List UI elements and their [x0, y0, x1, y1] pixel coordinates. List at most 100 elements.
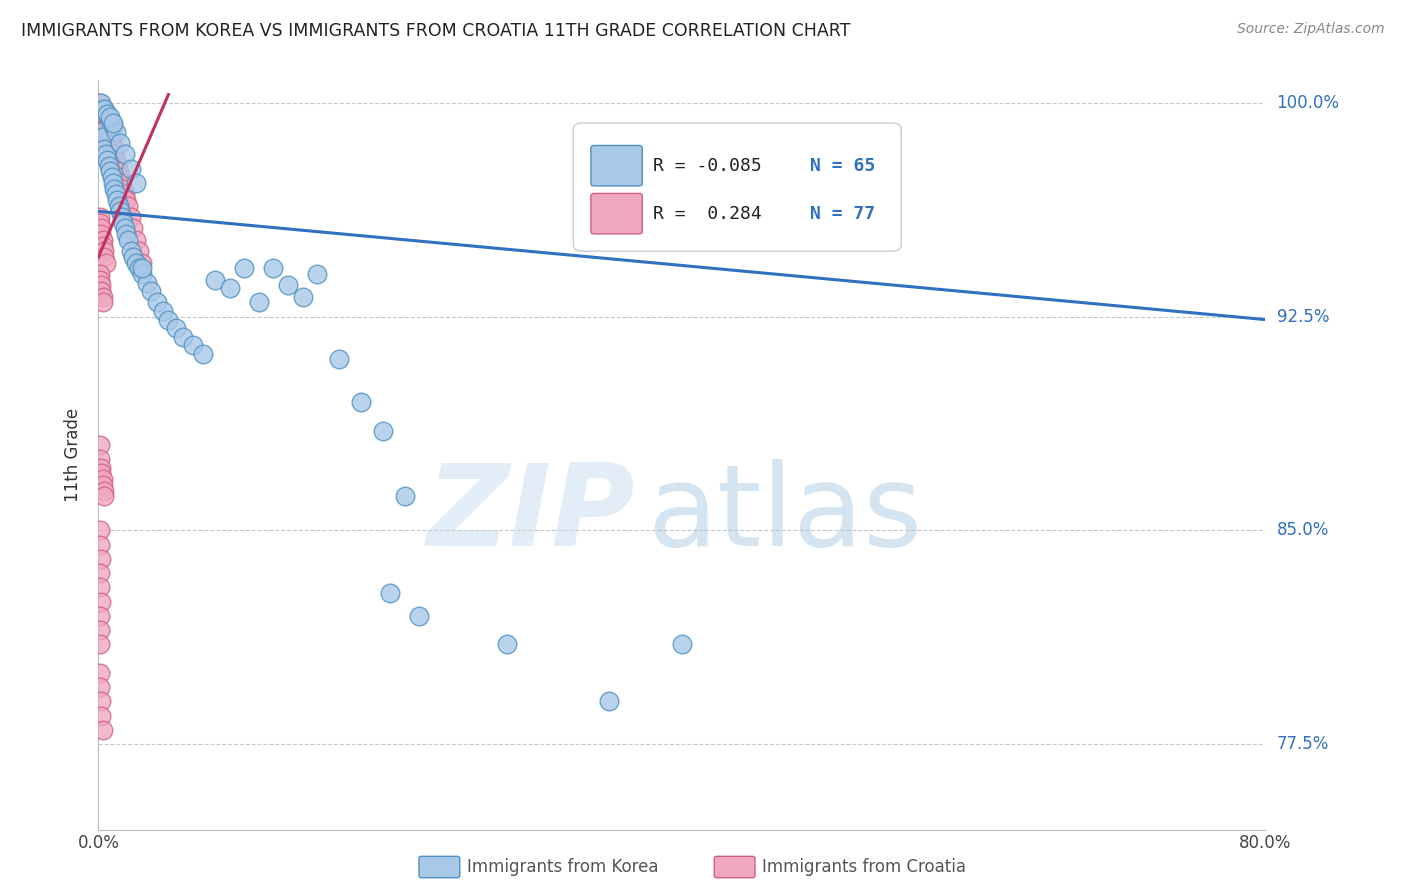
Point — [89, 665, 111, 680]
FancyBboxPatch shape — [574, 123, 901, 252]
Point — [96, 153, 118, 167]
Point — [120, 161, 142, 176]
Point — [105, 159, 128, 173]
FancyBboxPatch shape — [714, 856, 755, 878]
Point — [671, 637, 693, 651]
Point — [90, 460, 112, 475]
Point — [152, 304, 174, 318]
Point — [98, 136, 121, 150]
Point — [101, 116, 124, 130]
Point — [110, 204, 132, 219]
Point — [93, 119, 115, 133]
Point — [104, 153, 127, 167]
Point — [93, 142, 115, 156]
Point — [90, 113, 112, 128]
Text: 77.5%: 77.5% — [1277, 735, 1329, 753]
Point — [108, 164, 131, 178]
Point — [89, 581, 111, 595]
Point — [380, 586, 402, 600]
Point — [122, 250, 145, 264]
Point — [91, 102, 114, 116]
Point — [91, 472, 114, 486]
Point — [112, 181, 135, 195]
Point — [90, 284, 112, 298]
Point — [104, 124, 127, 138]
Text: Immigrants from Croatia: Immigrants from Croatia — [762, 858, 966, 876]
Point — [93, 102, 115, 116]
Point — [291, 290, 314, 304]
Point — [328, 352, 350, 367]
Point — [90, 107, 112, 121]
Point — [117, 233, 139, 247]
Point — [108, 199, 131, 213]
Point — [247, 295, 270, 310]
Point — [100, 136, 122, 150]
Point — [89, 452, 111, 467]
FancyBboxPatch shape — [591, 194, 643, 234]
Point — [94, 255, 117, 269]
Point — [111, 210, 134, 224]
Point — [90, 278, 112, 293]
Point — [117, 199, 139, 213]
Point — [105, 193, 128, 207]
Point — [90, 221, 112, 235]
Point — [394, 489, 416, 503]
Point — [91, 238, 114, 252]
Point — [90, 708, 112, 723]
Text: IMMIGRANTS FROM KOREA VS IMMIGRANTS FROM CROATIA 11TH GRADE CORRELATION CHART: IMMIGRANTS FROM KOREA VS IMMIGRANTS FROM… — [21, 22, 851, 40]
Point — [91, 130, 114, 145]
Text: Immigrants from Korea: Immigrants from Korea — [467, 858, 658, 876]
Point — [101, 142, 124, 156]
Text: N = 65: N = 65 — [810, 157, 876, 175]
Point — [165, 321, 187, 335]
Point — [204, 273, 226, 287]
Point — [90, 594, 112, 608]
Text: Source: ZipAtlas.com: Source: ZipAtlas.com — [1237, 22, 1385, 37]
Point — [181, 338, 204, 352]
Point — [157, 312, 180, 326]
Point — [146, 295, 169, 310]
Point — [408, 608, 430, 623]
Point — [139, 284, 162, 298]
Point — [89, 102, 111, 116]
Point — [96, 119, 118, 133]
Point — [101, 176, 124, 190]
Point — [89, 96, 111, 111]
Point — [114, 187, 136, 202]
Text: 85.0%: 85.0% — [1277, 522, 1329, 540]
Point — [98, 113, 121, 128]
Point — [131, 261, 153, 276]
Point — [93, 483, 115, 498]
Y-axis label: 11th Grade: 11th Grade — [65, 408, 83, 502]
Point — [100, 170, 122, 185]
Point — [93, 107, 115, 121]
Point — [371, 424, 394, 438]
Point — [97, 159, 120, 173]
Point — [90, 552, 112, 566]
Point — [131, 267, 153, 281]
Text: N = 77: N = 77 — [810, 204, 876, 223]
Point — [496, 637, 519, 651]
Point — [89, 538, 111, 552]
Point — [89, 107, 111, 121]
Point — [91, 290, 114, 304]
Point — [115, 193, 138, 207]
Point — [233, 261, 256, 276]
Point — [89, 216, 111, 230]
Point — [89, 438, 111, 452]
Point — [350, 395, 373, 409]
Point — [91, 295, 114, 310]
Point — [128, 261, 150, 276]
Point — [131, 255, 153, 269]
Point — [93, 113, 115, 128]
Text: ZIP: ZIP — [427, 459, 636, 570]
Point — [96, 107, 118, 121]
Point — [91, 233, 114, 247]
Point — [93, 250, 115, 264]
Point — [598, 694, 620, 708]
Point — [94, 147, 117, 161]
Point — [89, 566, 111, 581]
Point — [93, 244, 115, 259]
Point — [120, 210, 142, 224]
Point — [115, 227, 138, 241]
